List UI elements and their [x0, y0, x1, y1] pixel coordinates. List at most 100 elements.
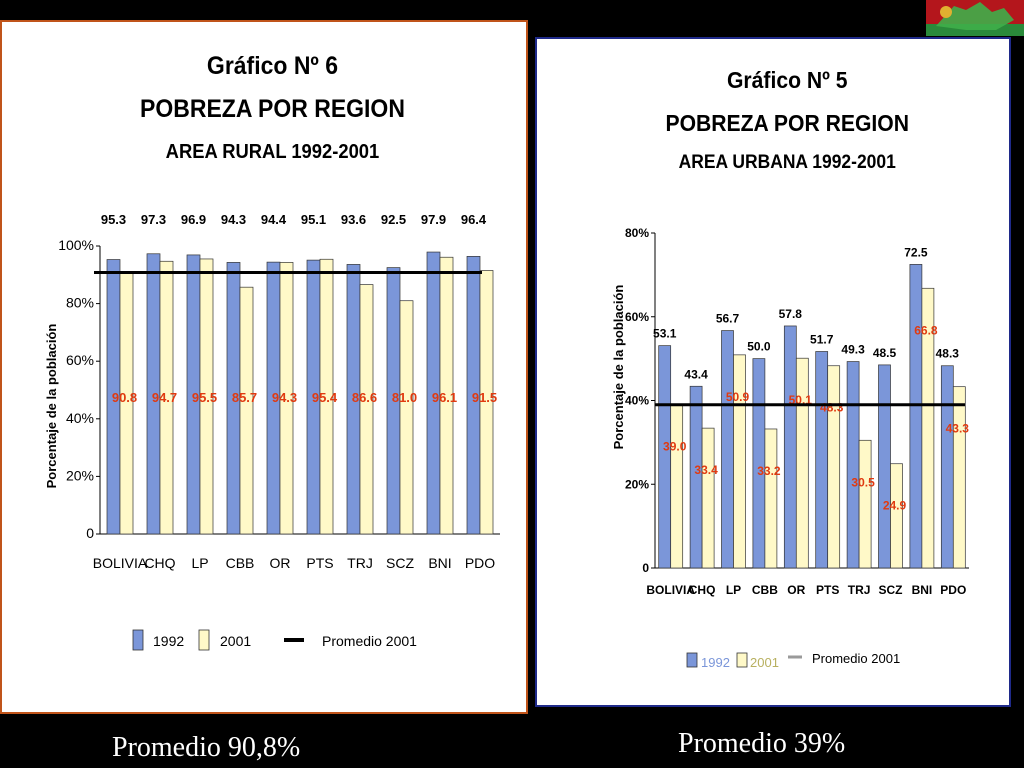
data-label-2001: 33.2	[757, 464, 781, 478]
chart-legend: 1992 2001 Promedio 2001	[132, 629, 417, 651]
y-tick-label: 40%	[66, 410, 94, 426]
rural-chart-panel: Gráfico Nº 6 POBREZA POR REGION AREA RUR…	[0, 20, 528, 714]
data-label-2001: 43.3	[946, 422, 970, 436]
data-label-1992: 97.3	[141, 212, 166, 227]
data-label-2001: 91.5	[472, 390, 497, 405]
x-tick-label: PDO	[940, 583, 966, 597]
x-tick-label: PDO	[465, 555, 495, 571]
bar-2001	[952, 386, 966, 569]
legend-label-average: Promedio 2001	[812, 651, 900, 666]
data-label-1992: 72.5	[904, 245, 928, 259]
data-label-1992: 56.7	[716, 312, 740, 326]
legend-swatch-2001	[198, 629, 210, 651]
bar-1992	[909, 264, 923, 569]
y-tick-label: 20%	[625, 477, 649, 491]
x-tick-label: OR	[270, 555, 291, 571]
data-label-1992: 57.8	[779, 307, 803, 321]
data-label-2001: 86.6	[352, 390, 377, 405]
data-label-1992: 49.3	[841, 343, 865, 357]
x-tick-label: CHQ	[144, 555, 175, 571]
urban-average-caption: Promedio 39%	[678, 728, 846, 759]
chart-title: Gráfico Nº 6	[207, 52, 338, 80]
bar-1992	[846, 361, 860, 569]
chart-title: Gráfico Nº 5	[727, 67, 848, 93]
bar-2001	[279, 262, 294, 535]
bar-1992	[815, 351, 829, 569]
y-tick-label: 0	[86, 525, 94, 541]
data-label-1992: 95.1	[301, 212, 326, 227]
data-label-2001: 90.8	[112, 390, 137, 405]
bar-2001	[439, 256, 454, 535]
x-tick-label: SCZ	[879, 583, 903, 597]
bar-2001	[239, 286, 254, 535]
x-tick-label: BNI	[912, 583, 933, 597]
x-tick-label: CBB	[752, 583, 778, 597]
x-tick-label: CBB	[226, 555, 255, 571]
bar-2001	[359, 284, 374, 535]
bar-2001	[890, 463, 903, 569]
data-label-2001: 96.1	[432, 390, 457, 405]
bar-2001	[159, 260, 174, 535]
y-tick-label: 60%	[66, 352, 94, 368]
bar-1992	[878, 364, 891, 569]
x-tick-label: BNI	[428, 555, 451, 571]
x-tick-label: OR	[787, 583, 805, 597]
x-tick-label: TRJ	[848, 583, 871, 597]
bar-2001	[319, 258, 334, 535]
bar-2001	[827, 365, 841, 569]
y-tick-label: 80%	[625, 226, 649, 240]
x-tick-label: LP	[191, 555, 208, 571]
x-tick-label: BOLIVIA	[646, 583, 695, 597]
legend-label-1992: 1992	[701, 655, 730, 670]
data-label-1992: 50.0	[747, 340, 771, 354]
data-label-1992: 48.3	[936, 347, 960, 361]
bar-1992	[721, 330, 734, 569]
x-tick-label: BOLIVIA	[93, 555, 148, 571]
bar-2001	[399, 300, 414, 535]
y-tick-label: 40%	[625, 394, 649, 408]
legend-swatch-1992	[686, 652, 698, 668]
x-tick-label: PTS	[816, 583, 839, 597]
legend-label-2001: 2001	[220, 633, 251, 649]
bar-2001	[733, 354, 746, 569]
data-label-2001: 95.4	[312, 390, 338, 405]
data-label-1992: 96.4	[461, 212, 487, 227]
data-label-2001: 85.7	[232, 390, 257, 405]
data-label-2001: 94.7	[152, 390, 177, 405]
data-label-1992: 97.9	[421, 212, 446, 227]
logo-emblem	[926, 0, 1024, 36]
x-tick-label: PTS	[306, 555, 333, 571]
y-tick-label: 100%	[58, 237, 94, 253]
data-label-2001: 81.0	[392, 390, 417, 405]
urban-chart-panel: Gráfico Nº 5 POBREZA POR REGION AREA URB…	[535, 37, 1011, 707]
flag-emblem-icon	[926, 0, 1024, 36]
legend-label-average: Promedio 2001	[322, 633, 417, 649]
data-label-1992: 92.5	[381, 212, 406, 227]
bar-2001	[670, 404, 684, 569]
data-label-1992: 48.5	[873, 346, 897, 360]
data-label-2001: 39.0	[663, 440, 687, 454]
bar-1992	[783, 325, 797, 569]
bar-2001	[479, 270, 494, 535]
y-tick-label: 0	[642, 561, 649, 575]
data-label-2001: 66.8	[914, 323, 938, 337]
data-label-2001: 95.5	[192, 390, 217, 405]
x-tick-label: LP	[726, 583, 741, 597]
bar-2001	[921, 287, 935, 569]
x-tick-label: CHQ	[689, 583, 716, 597]
data-label-2001: 24.9	[883, 499, 907, 513]
chart-subtitle-secondary: AREA URBANA 1992-2001	[679, 150, 896, 172]
y-axis-label: Porcentaje de la población	[611, 285, 626, 450]
data-label-1992: 94.4	[261, 212, 287, 227]
chart-subtitle-secondary: AREA RURAL 1992-2001	[166, 141, 380, 163]
data-label-2001: 94.3	[272, 390, 297, 405]
bar-1992	[658, 345, 672, 569]
y-tick-label: 20%	[66, 467, 94, 483]
bar-2001	[764, 428, 778, 569]
data-label-1992: 95.3	[101, 212, 126, 227]
rural-average-caption: Promedio 90,8%	[112, 732, 301, 763]
chart-legend: 1992 2001 Promedio 2001	[686, 651, 900, 670]
y-axis-label: Porcentaje de la población	[44, 324, 59, 489]
data-label-1992: 43.4	[684, 367, 708, 381]
bar-1992	[940, 365, 954, 569]
